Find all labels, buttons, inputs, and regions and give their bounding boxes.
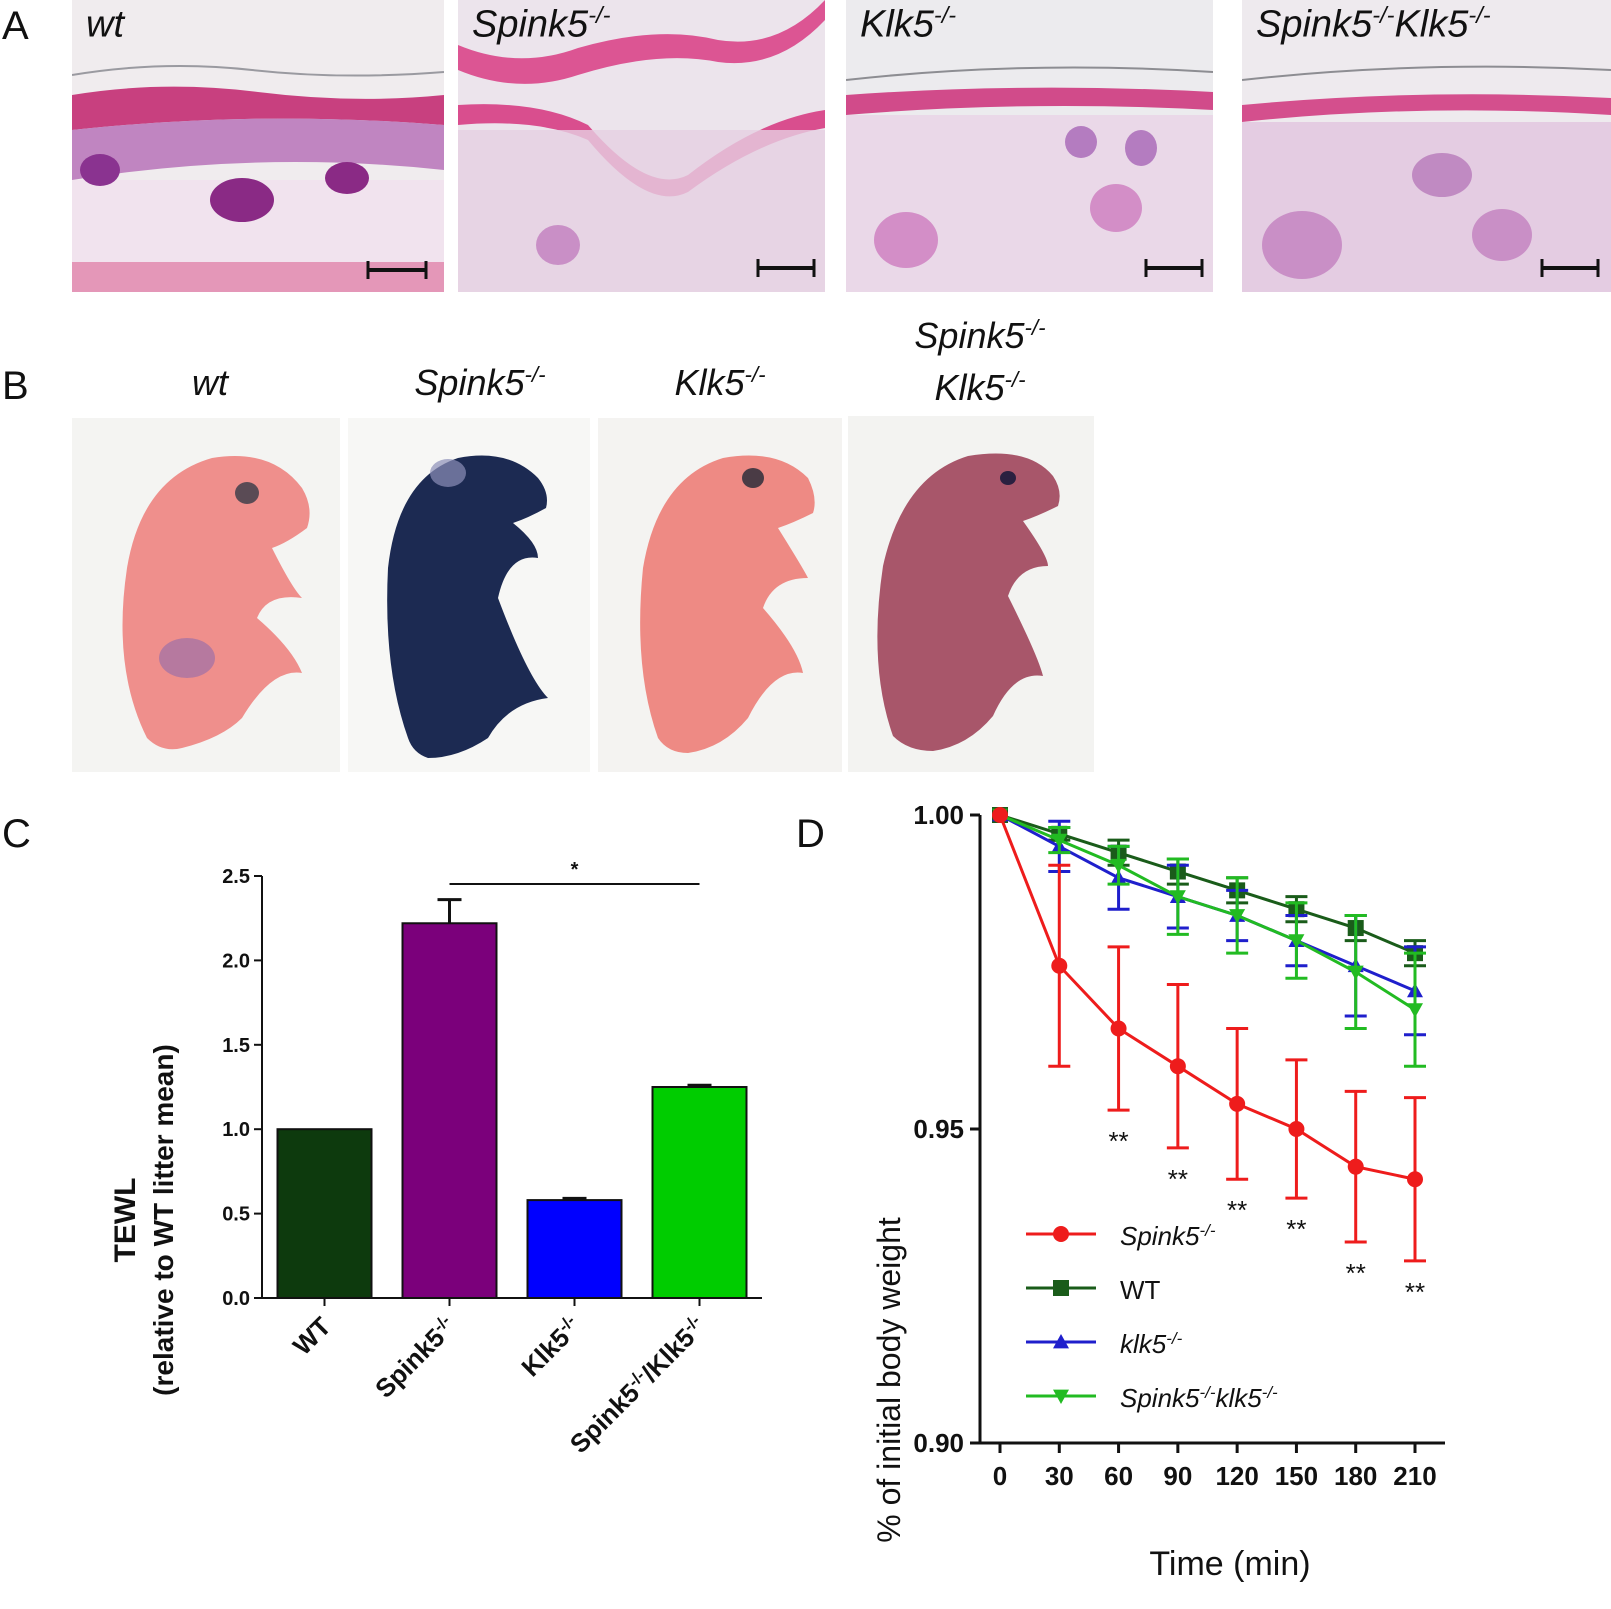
panel-letter-b: B <box>2 364 29 408</box>
legend-label: WT <box>1120 1275 1161 1305</box>
series-line <box>998 814 1416 1181</box>
data-point <box>1110 1020 1127 1037</box>
y-tick-label: 0.5 <box>222 1204 250 1226</box>
legend-label: Spink5-/-klk5-/- <box>1120 1383 1278 1414</box>
x-axis-title: Time (min) <box>1149 1545 1310 1583</box>
significance-label: ** <box>1168 1164 1188 1194</box>
data-point <box>1407 1171 1423 1188</box>
y-axis-subtitle: (relative to WT litter mean) <box>148 1044 179 1396</box>
y-tick-label: 0.0 <box>222 1288 250 1310</box>
x-tick-label: 30 <box>1045 1461 1074 1491</box>
significance-label: ** <box>1286 1214 1306 1244</box>
histology-label: wt <box>86 3 124 46</box>
x-tick-label: Klk5-/- <box>515 1311 587 1383</box>
bar <box>276 1128 373 1300</box>
histology-image-spink5-klk5: Spink5-/-Klk5-/- <box>1242 0 1611 292</box>
series-line <box>999 813 1416 955</box>
y-tick-label: 1.0 <box>222 1119 250 1141</box>
series-1 <box>992 807 1426 968</box>
significance-label: ** <box>1346 1258 1366 1288</box>
x-tick-label: Spink5-/-/Klk5-/- <box>563 1311 711 1459</box>
bar <box>401 922 498 1299</box>
data-point <box>1051 833 1068 849</box>
y-tick-label: 2.0 <box>222 950 250 972</box>
data-point <box>1407 1003 1423 1018</box>
histology-label: Klk5-/- <box>860 2 957 46</box>
x-tick-label: 0 <box>993 1461 1007 1491</box>
data-point <box>1229 909 1246 924</box>
x-tick-label: 150 <box>1275 1461 1318 1491</box>
data-point <box>1347 1158 1364 1175</box>
photo-label-spink5: Spink5-/- <box>414 362 546 403</box>
x-tick-label: 60 <box>1104 1461 1133 1491</box>
x-tick-label: WT <box>287 1311 337 1361</box>
x-tick-label: Spink5-/- <box>369 1311 462 1404</box>
y-tick-label: 1.00 <box>913 800 964 830</box>
panel-letter-a: A <box>2 4 29 48</box>
legend-label: klk5-/- <box>1120 1329 1183 1360</box>
significance-label: * <box>571 859 579 881</box>
data-point <box>992 807 1008 823</box>
histology-label: Spink5-/- <box>472 2 611 46</box>
data-point <box>1051 957 1068 974</box>
legend-label: Spink5-/- <box>1120 1221 1216 1252</box>
x-tick-label: 120 <box>1215 1461 1258 1491</box>
data-point <box>1110 858 1127 874</box>
data-point <box>1347 965 1364 980</box>
bar <box>526 1199 623 1300</box>
tewl-bar-chart: TEWL (relative to WT litter mean) 0.0 0.5… <box>109 859 762 1459</box>
data-point <box>1229 1095 1246 1112</box>
panel-letter-d: D <box>796 812 825 856</box>
x-tick-label: 180 <box>1334 1461 1377 1491</box>
y-tick-label: 0.95 <box>913 1114 964 1144</box>
pup-photo-spink5-klk5 <box>848 416 1094 772</box>
photo-label-klk5: Klk5-/- <box>674 362 766 403</box>
x-tick-label: 90 <box>1163 1461 1192 1491</box>
y-tick-label: 1.5 <box>222 1035 250 1057</box>
histology-image-wt: wt <box>72 0 444 292</box>
y-tick-label: 2.5 <box>222 866 250 888</box>
pup-photo-klk5 <box>598 418 842 772</box>
data-point <box>1053 1280 1069 1296</box>
histology-image-klk5: Klk5-/- <box>846 0 1213 292</box>
significance-label: ** <box>1405 1277 1425 1307</box>
histology-image-spink5: Spink5-/- <box>458 0 825 292</box>
data-point <box>1053 1334 1069 1349</box>
pup-photo-spink5 <box>348 418 590 772</box>
data-point <box>1288 934 1305 949</box>
y-tick-label: 0.90 <box>913 1428 964 1458</box>
data-point <box>1053 1389 1069 1404</box>
y-axis-title: TEWL <box>109 1178 142 1263</box>
data-point <box>1053 1226 1069 1242</box>
data-point <box>1169 890 1186 905</box>
photo-label-spink5-klk5: Spink5-/- Klk5-/- <box>914 315 1046 408</box>
photo-label-wt: wt <box>192 362 228 403</box>
significance-label: ** <box>1108 1126 1128 1156</box>
histology-label: Spink5-/-Klk5-/- <box>1256 2 1491 46</box>
y-axis-title: % of initial body weight <box>871 1217 907 1543</box>
body-weight-line-chart: % of initial body weight Time (min) 0.90… <box>871 800 1445 1583</box>
data-point <box>1288 1121 1305 1137</box>
series-line <box>999 813 1416 1011</box>
significance-label: ** <box>1227 1195 1247 1225</box>
series-0 <box>992 807 1426 1263</box>
data-point <box>1169 1058 1186 1075</box>
bar <box>651 1086 748 1299</box>
x-tick-label: 210 <box>1393 1461 1436 1491</box>
panel-letter-c: C <box>2 812 31 856</box>
pup-photo-wt <box>72 418 340 772</box>
